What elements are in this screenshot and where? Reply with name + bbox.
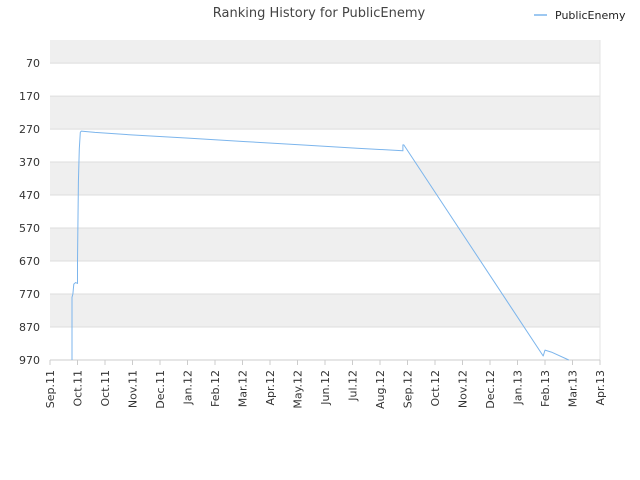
y-tick-label: 770 [19, 288, 40, 301]
x-tick-label: Apr.13 [594, 370, 607, 406]
y-tick-label: 670 [19, 255, 40, 268]
x-tick-label: Nov.11 [127, 370, 140, 408]
x-tick-label: Oct.12 [429, 370, 442, 407]
plot-band [50, 129, 600, 163]
x-tick-label: Mar.13 [567, 370, 580, 407]
plot-band [50, 195, 600, 229]
chart-title: Ranking History for PublicEnemy [213, 6, 426, 21]
x-tick-label: Sep.12 [402, 370, 415, 408]
x-tick-label: Feb.13 [539, 370, 552, 407]
x-tick-label: Sep.11 [44, 370, 57, 408]
plot-bands [50, 40, 600, 360]
x-tick-label: Aug.12 [374, 370, 387, 409]
series-line-publicenemy [71, 130, 570, 361]
legend[interactable]: PublicEnemy [534, 9, 626, 22]
plot-band [50, 40, 600, 64]
y-tick-label: 70 [26, 57, 40, 70]
series-layer [71, 130, 570, 361]
x-tick-label: Feb.12 [209, 370, 222, 407]
y-tick-label: 970 [19, 354, 40, 367]
y-axis: 70 170 270 370 470 570 670 770 870 970 [19, 57, 40, 367]
x-tick-label: Dec.11 [154, 370, 167, 409]
x-tick-label: Jun.12 [319, 370, 332, 406]
plot-band [50, 261, 600, 295]
x-tick-label: Oct.11 [72, 370, 85, 407]
x-tick-label: Jan.12 [182, 370, 195, 405]
y-tick-label: 870 [19, 321, 40, 334]
plot-band [50, 294, 600, 328]
y-tick-label: 270 [19, 123, 40, 136]
x-axis: Sep.11 Oct.11 Oct.11 Nov.11 Dec.11 Jan.12 Feb.… [44, 359, 607, 409]
x-tick-label: Oct.11 [99, 370, 112, 407]
x-tick-label: May.12 [292, 370, 305, 409]
x-tick-label: Jul.12 [347, 370, 360, 402]
y-tick-label: 570 [19, 222, 40, 235]
plot-band [50, 63, 600, 97]
plot-band [50, 162, 600, 196]
plot-band [50, 327, 600, 360]
y-tick-label: 370 [19, 156, 40, 169]
plot-band [50, 228, 600, 262]
x-tick-label: Nov.12 [457, 370, 470, 408]
x-tick-label: Mar.12 [237, 370, 250, 407]
y-tick-label: 170 [19, 90, 40, 103]
x-tick-label: Apr.12 [264, 370, 277, 406]
y-tick-label: 470 [19, 189, 40, 202]
plot-band [50, 96, 600, 130]
legend-label-publicenemy: PublicEnemy [555, 9, 626, 22]
x-tick-label: Jan.13 [512, 370, 525, 405]
x-tick-label: Dec.12 [484, 370, 497, 409]
